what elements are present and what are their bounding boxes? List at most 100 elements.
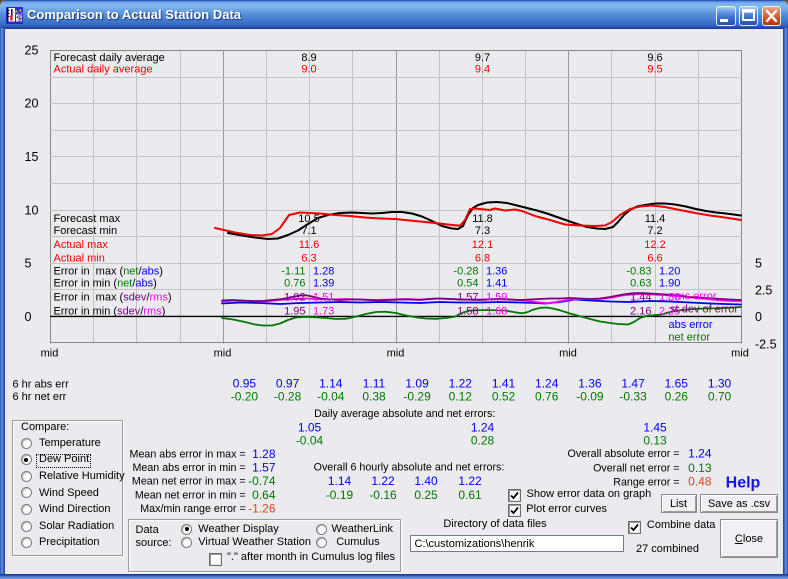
svg-text:Error in max (net/abs): Error in max (net/abs) <box>54 266 163 278</box>
svg-text:-1.11: -1.11 <box>281 266 305 278</box>
svg-text:1.95: 1.95 <box>284 306 305 318</box>
svg-text:12.2: 12.2 <box>644 239 665 251</box>
svg-text:5: 5 <box>25 257 32 271</box>
svg-text:0.25: 0.25 <box>414 488 438 502</box>
svg-text:0.13: 0.13 <box>643 433 667 447</box>
svg-text:6 hr abs err: 6 hr abs err <box>13 378 70 390</box>
svg-text:1.05: 1.05 <box>298 421 322 435</box>
svg-text:0: 0 <box>755 310 762 324</box>
svg-text:7.1: 7.1 <box>301 225 316 237</box>
svg-text:1.14: 1.14 <box>328 474 352 488</box>
svg-text:12.1: 12.1 <box>472 239 493 251</box>
svg-text:Range error =: Range error = <box>613 476 679 488</box>
svg-text:Directory of data files: Directory of data files <box>443 518 547 530</box>
svg-text:Error in min (sdev/rms): Error in min (sdev/rms) <box>54 306 166 318</box>
svg-text:0.61: 0.61 <box>458 488 482 502</box>
svg-text:0.70: 0.70 <box>708 390 732 404</box>
svg-text:1.11: 1.11 <box>363 377 386 391</box>
svg-text:Forecast min: Forecast min <box>54 225 118 237</box>
svg-text:0.48: 0.48 <box>688 475 712 489</box>
svg-text:1.22: 1.22 <box>458 474 482 488</box>
svg-text:1.47: 1.47 <box>621 377 645 391</box>
svg-text:9.7: 9.7 <box>475 52 490 64</box>
svg-text:6.3: 6.3 <box>301 252 316 264</box>
svg-text:Daily average absolute and net: Daily average absolute and net errors: <box>314 408 495 420</box>
svg-text:1.65: 1.65 <box>665 377 689 391</box>
svg-text:-0.09: -0.09 <box>576 390 604 404</box>
svg-text:-0.28: -0.28 <box>453 266 478 278</box>
svg-text:-0.83: -0.83 <box>626 266 651 278</box>
svg-text:Mean net error in min =: Mean net error in min = <box>135 490 246 502</box>
svg-text:5: 5 <box>755 257 762 271</box>
svg-text:Forecast daily average: Forecast daily average <box>54 52 165 64</box>
svg-text:6.8: 6.8 <box>475 252 490 264</box>
svg-text:9.6: 9.6 <box>647 52 662 64</box>
svg-text:-1.26: -1.26 <box>248 502 276 516</box>
svg-text:1.22: 1.22 <box>371 474 395 488</box>
svg-text:9.0: 9.0 <box>301 63 316 75</box>
svg-text:10: 10 <box>25 204 39 218</box>
svg-text:rms error: rms error <box>672 291 717 303</box>
svg-text:-0.28: -0.28 <box>274 390 302 404</box>
svg-text:9.5: 9.5 <box>647 63 662 75</box>
svg-text:1.24: 1.24 <box>688 446 712 460</box>
svg-text:1.28: 1.28 <box>252 447 276 461</box>
svg-text:Forecast max: Forecast max <box>54 213 121 225</box>
svg-text:1.59: 1.59 <box>486 292 507 304</box>
svg-text:1.57: 1.57 <box>457 292 478 304</box>
svg-text:-0.04: -0.04 <box>317 390 345 404</box>
svg-text:Overall net error =: Overall net error = <box>593 463 679 475</box>
svg-text:mid: mid <box>41 348 59 360</box>
svg-text:15: 15 <box>25 150 39 164</box>
svg-text:7.2: 7.2 <box>647 225 662 237</box>
svg-text:10.5: 10.5 <box>298 213 319 225</box>
svg-text:0: 0 <box>25 310 32 324</box>
svg-text:11.8: 11.8 <box>472 213 493 225</box>
svg-text:1.90: 1.90 <box>659 278 680 290</box>
svg-text:mid: mid <box>559 348 577 360</box>
svg-text:-0.16: -0.16 <box>369 488 397 502</box>
svg-text:Max/min range error =: Max/min range error = <box>140 503 245 515</box>
svg-text:Mean abs error in min =: Mean abs error in min = <box>133 462 246 474</box>
svg-text:11.6: 11.6 <box>299 239 320 251</box>
svg-text:1.44: 1.44 <box>630 292 651 304</box>
svg-text:0.38: 0.38 <box>362 390 386 404</box>
svg-text:Actual min: Actual min <box>54 252 105 264</box>
svg-text:Mean abs error in max =: Mean abs error in max = <box>130 449 246 461</box>
svg-text:Mean net error in max =: Mean net error in max = <box>132 476 246 488</box>
svg-text:mid: mid <box>731 348 749 360</box>
svg-text:1.22: 1.22 <box>449 377 473 391</box>
svg-text:0.95: 0.95 <box>233 377 257 391</box>
svg-text:-0.29: -0.29 <box>403 390 431 404</box>
svg-text:0.64: 0.64 <box>252 488 276 502</box>
svg-text:9.4: 9.4 <box>475 63 490 75</box>
svg-text:Error in max (sdev/rms): Error in max (sdev/rms) <box>54 292 172 304</box>
svg-text:1.40: 1.40 <box>414 474 438 488</box>
svg-text:Help: Help <box>726 475 761 492</box>
svg-text:0.76: 0.76 <box>284 278 305 290</box>
svg-text:Overall absolute error =: Overall absolute error = <box>568 448 680 460</box>
svg-text:st dev of error: st dev of error <box>670 304 738 316</box>
svg-text:Actual max: Actual max <box>54 239 109 251</box>
svg-text:27 combined: 27 combined <box>636 543 699 555</box>
svg-text:0.76: 0.76 <box>535 390 559 404</box>
svg-text:Overall 6 hourly absolute and: Overall 6 hourly absolute and net errors… <box>314 462 505 474</box>
svg-text:11.4: 11.4 <box>645 213 666 225</box>
svg-text:1.02: 1.02 <box>284 292 305 304</box>
svg-text:Actual daily average: Actual daily average <box>54 63 153 75</box>
svg-text:net error: net error <box>668 332 710 344</box>
svg-text:1.36: 1.36 <box>578 377 602 391</box>
svg-text:6.6: 6.6 <box>647 252 662 264</box>
svg-text:-0.20: -0.20 <box>231 390 259 404</box>
svg-text:1.41: 1.41 <box>492 377 516 391</box>
svg-text:7.3: 7.3 <box>475 225 490 237</box>
svg-text:1.14: 1.14 <box>319 377 343 391</box>
svg-text:25: 25 <box>25 43 39 57</box>
svg-text:0.54: 0.54 <box>457 278 478 290</box>
svg-text:2.5: 2.5 <box>755 283 772 297</box>
svg-text:1.73: 1.73 <box>313 306 334 318</box>
svg-text:abs error: abs error <box>668 319 712 331</box>
svg-text:-0.74: -0.74 <box>248 474 276 488</box>
svg-text:0.26: 0.26 <box>665 390 689 404</box>
svg-text:1.57: 1.57 <box>252 460 276 474</box>
